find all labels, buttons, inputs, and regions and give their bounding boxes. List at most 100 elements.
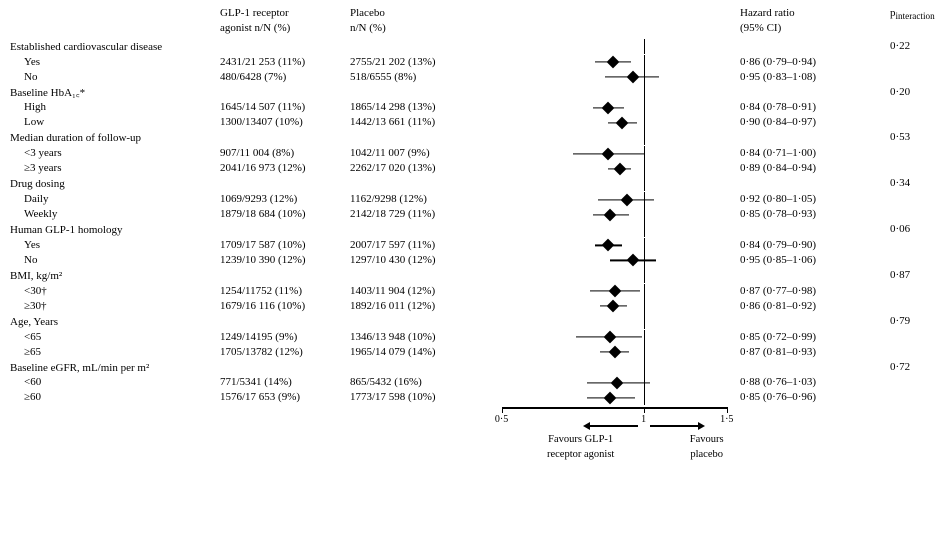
subgroup-level: <3 years bbox=[10, 146, 220, 161]
hr-text: 0·95 (0·85–1·06) bbox=[740, 253, 890, 268]
hr-text: 0·95 (0·83–1·08) bbox=[740, 70, 890, 85]
point-estimate bbox=[616, 117, 629, 130]
glp1-nn: 2041/16 973 (12%) bbox=[220, 161, 350, 176]
subgroup-level: ≥65 bbox=[10, 345, 220, 360]
p-interaction: 0·20 bbox=[890, 85, 930, 101]
subgroup-header: Baseline HbA₁꜀* bbox=[10, 85, 220, 101]
placebo-nn: 1297/10 430 (12%) bbox=[350, 253, 480, 268]
placebo-nn: 865/5432 (16%) bbox=[350, 375, 480, 390]
subgroup-level: No bbox=[10, 70, 220, 85]
glp1-nn: 1705/13782 (12%) bbox=[220, 345, 350, 360]
glp1-nn: 480/6428 (7%) bbox=[220, 70, 350, 85]
p-interaction: 0·22 bbox=[890, 39, 930, 55]
forest-row bbox=[480, 115, 740, 130]
subgroup-level: High bbox=[10, 100, 220, 115]
p-interaction: 0·79 bbox=[890, 314, 930, 330]
placebo-nn: 1442/13 661 (11%) bbox=[350, 115, 480, 130]
point-estimate bbox=[606, 300, 619, 313]
point-estimate bbox=[604, 331, 617, 344]
glp1-nn: 1709/17 587 (10%) bbox=[220, 238, 350, 253]
forest-row bbox=[480, 70, 740, 85]
glp1-nn: 1576/17 653 (9%) bbox=[220, 390, 350, 405]
glp1-nn: 2431/21 253 (11%) bbox=[220, 55, 350, 70]
point-estimate bbox=[602, 102, 615, 115]
subgroup-header: Age, Years bbox=[10, 314, 220, 330]
subgroup-level: Daily bbox=[10, 192, 220, 207]
subgroup-level: Yes bbox=[10, 55, 220, 70]
subgroup-level: ≥30† bbox=[10, 299, 220, 314]
forest-row bbox=[480, 375, 740, 390]
forest-row bbox=[480, 207, 740, 222]
hr-text: 0·84 (0·79–0·90) bbox=[740, 238, 890, 253]
header-glp1: GLP-1 receptoragonist n/N (%) bbox=[220, 6, 350, 39]
glp1-nn: 907/11 004 (8%) bbox=[220, 146, 350, 161]
subgroup-header: BMI, kg/m² bbox=[10, 268, 220, 284]
hr-text: 0·85 (0·72–0·99) bbox=[740, 330, 890, 345]
placebo-nn: 1965/14 079 (14%) bbox=[350, 345, 480, 360]
glp1-nn: 1300/13407 (10%) bbox=[220, 115, 350, 130]
subgroup-header: Human GLP-1 homology bbox=[10, 222, 220, 238]
forest-row bbox=[480, 299, 740, 314]
hr-text: 0·85 (0·78–0·93) bbox=[740, 207, 890, 222]
forest-row bbox=[480, 390, 740, 405]
hr-text: 0·88 (0·76–1·03) bbox=[740, 375, 890, 390]
p-interaction: 0·06 bbox=[890, 222, 930, 238]
forest-row bbox=[480, 146, 740, 161]
hr-text: 0·86 (0·79–0·94) bbox=[740, 55, 890, 70]
glp1-nn: 1239/10 390 (12%) bbox=[220, 253, 350, 268]
hr-text: 0·89 (0·84–0·94) bbox=[740, 161, 890, 176]
forest-plot-table: GLP-1 receptoragonist n/N (%) Placebon/N… bbox=[10, 6, 930, 469]
glp1-nn: 1879/18 684 (10%) bbox=[220, 207, 350, 222]
point-estimate bbox=[609, 285, 622, 298]
subgroup-header: Drug dosing bbox=[10, 176, 220, 192]
placebo-nn: 2755/21 202 (13%) bbox=[350, 55, 480, 70]
placebo-nn: 2262/17 020 (13%) bbox=[350, 161, 480, 176]
p-interaction: 0·72 bbox=[890, 360, 930, 376]
subgroup-level: <30† bbox=[10, 284, 220, 299]
hr-text: 0·86 (0·81–0·92) bbox=[740, 299, 890, 314]
placebo-nn: 2007/17 597 (11%) bbox=[350, 238, 480, 253]
placebo-nn: 1865/14 298 (13%) bbox=[350, 100, 480, 115]
forest-row bbox=[480, 284, 740, 299]
subgroup-level: No bbox=[10, 253, 220, 268]
subgroup-level: <65 bbox=[10, 330, 220, 345]
point-estimate bbox=[604, 208, 617, 221]
point-estimate bbox=[602, 239, 615, 252]
subgroup-level: ≥60 bbox=[10, 390, 220, 405]
forest-row bbox=[480, 253, 740, 268]
header-pint: pinteraction bbox=[890, 6, 930, 39]
favours-labels: Favours GLP-1receptor agonistFavoursplac… bbox=[480, 423, 740, 469]
glp1-nn: 771/5341 (14%) bbox=[220, 375, 350, 390]
forest-row bbox=[480, 238, 740, 253]
forest-row bbox=[480, 55, 740, 70]
forest-row bbox=[480, 330, 740, 345]
p-interaction: 0·53 bbox=[890, 130, 930, 146]
hr-text: 0·90 (0·84–0·97) bbox=[740, 115, 890, 130]
header-placebo: Placebon/N (%) bbox=[350, 6, 480, 39]
placebo-nn: 1773/17 598 (10%) bbox=[350, 390, 480, 405]
glp1-nn: 1679/16 116 (10%) bbox=[220, 299, 350, 314]
placebo-nn: 1892/16 011 (12%) bbox=[350, 299, 480, 314]
point-estimate bbox=[627, 254, 640, 267]
subgroup-level: Low bbox=[10, 115, 220, 130]
hr-text: 0·85 (0·76–0·96) bbox=[740, 390, 890, 405]
point-estimate bbox=[609, 346, 622, 359]
subgroup-level: Yes bbox=[10, 238, 220, 253]
hr-text: 0·84 (0·71–1·00) bbox=[740, 146, 890, 161]
placebo-nn: 1346/13 948 (10%) bbox=[350, 330, 480, 345]
point-estimate bbox=[620, 193, 633, 206]
point-estimate bbox=[604, 392, 617, 405]
forest-row bbox=[480, 161, 740, 176]
subgroup-level: ≥3 years bbox=[10, 161, 220, 176]
hr-text: 0·92 (0·80–1·05) bbox=[740, 192, 890, 207]
subgroup-level: <60 bbox=[10, 375, 220, 390]
subgroup-level: Weekly bbox=[10, 207, 220, 222]
point-estimate bbox=[627, 71, 640, 84]
p-interaction: 0·87 bbox=[890, 268, 930, 284]
placebo-nn: 1042/11 007 (9%) bbox=[350, 146, 480, 161]
header-hr: Hazard ratio(95% CI) bbox=[740, 6, 890, 39]
forest-row bbox=[480, 345, 740, 360]
hr-text: 0·84 (0·78–0·91) bbox=[740, 100, 890, 115]
point-estimate bbox=[606, 56, 619, 69]
point-estimate bbox=[613, 162, 626, 175]
